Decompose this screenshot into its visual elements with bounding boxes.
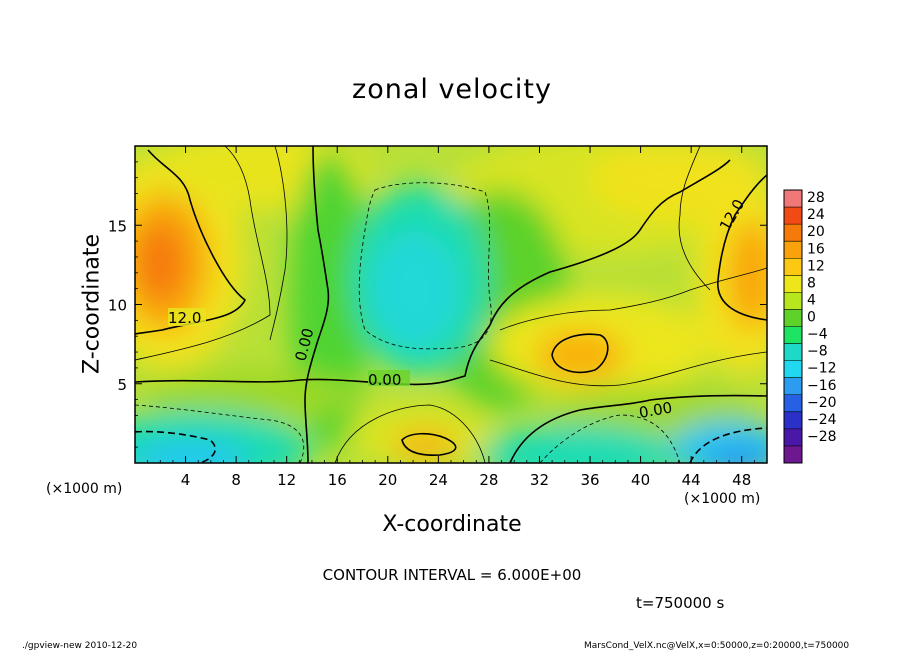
colorbar-swatch <box>784 343 802 362</box>
x-tick-label: 40 <box>631 471 650 489</box>
x-tick-label: 16 <box>328 471 347 489</box>
colorbar-label: 12 <box>807 258 825 274</box>
x-tick-label: 28 <box>479 471 498 489</box>
colorbar-label: −8 <box>807 344 828 360</box>
time-label: t=750000 s <box>636 594 725 612</box>
colorbar-swatch <box>784 241 802 259</box>
colorbar-label: −16 <box>807 378 837 394</box>
colorbar-swatch <box>784 309 802 327</box>
footer-source: MarsCond_VelX.nc@VelX,x=0:50000,z=0:2000… <box>584 641 850 651</box>
colorbar-label: −12 <box>807 361 837 377</box>
x-axis: 4 8 12 16 20 24 28 32 36 40 44 48 <box>147 146 755 489</box>
y-tick-label: 10 <box>108 297 127 315</box>
y-axis-label: Z-coordinate <box>79 234 105 374</box>
colorbar-label: −20 <box>807 395 837 411</box>
colorbar-swatch <box>784 190 802 208</box>
x-tick-label: 36 <box>580 471 599 489</box>
y-axis: 5 10 15 <box>108 161 767 448</box>
x-tick-label: 12 <box>277 471 296 489</box>
contour-label-0-right: 0.00 <box>638 398 674 422</box>
colorbar-swatch <box>784 258 802 276</box>
colorbar-swatch <box>784 224 802 242</box>
colorbar-swatch <box>784 377 802 396</box>
x-tick-label: 20 <box>378 471 397 489</box>
x-tick-label: 32 <box>530 471 549 489</box>
colorbar-swatch <box>784 428 802 447</box>
colorbar-label: −28 <box>807 429 837 445</box>
colorbar-label: 24 <box>807 207 825 223</box>
x-tick-label: 44 <box>682 471 701 489</box>
colorbar-swatch <box>784 326 802 345</box>
x-axis-label: X-coordinate <box>382 512 522 537</box>
colorbar-swatch <box>784 360 802 379</box>
colorbar-swatch <box>784 207 802 225</box>
x-tick-label: 48 <box>732 471 751 489</box>
x-unit-label-left: (×1000 m) <box>46 481 123 497</box>
colorbar-label: −24 <box>807 412 837 428</box>
colorbar-swatch <box>784 411 802 430</box>
colorbar-label: −4 <box>807 327 828 343</box>
colorbar-swatch <box>784 445 802 464</box>
footer-program: ./gpview-new 2010-12-20 <box>22 641 138 651</box>
colorbar-swatch <box>784 292 802 310</box>
colorbar-label: 0 <box>807 310 816 326</box>
x-tick-label: 4 <box>181 471 191 489</box>
contour-label-12-left: 12.0 <box>168 309 201 327</box>
x-tick-label: 8 <box>231 471 241 489</box>
colorbar-label: 20 <box>807 224 825 240</box>
colorbar-swatch <box>784 275 802 293</box>
colorbar-label: 8 <box>807 275 816 291</box>
colorbar-label: 4 <box>807 292 816 308</box>
velocity-field: 12.0 0.00 0.00 0.00 12.0 <box>135 146 767 463</box>
chart-title: zonal velocity <box>352 74 552 105</box>
contour-label-0-center: 0.00 <box>368 371 401 389</box>
x-tick-label: 24 <box>429 471 448 489</box>
colorbar-label: 28 <box>807 190 825 206</box>
colorbar-swatch <box>784 394 802 413</box>
colorbar-label: 16 <box>807 241 825 257</box>
contour-interval-text: CONTOUR INTERVAL = 6.000E+00 <box>322 566 582 584</box>
y-tick-label: 5 <box>117 376 127 394</box>
y-tick-label: 15 <box>108 217 127 235</box>
x-unit-label-right: (×1000 m) <box>684 491 761 507</box>
